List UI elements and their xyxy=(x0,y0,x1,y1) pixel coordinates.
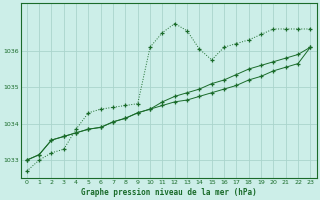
X-axis label: Graphe pression niveau de la mer (hPa): Graphe pression niveau de la mer (hPa) xyxy=(81,188,256,197)
